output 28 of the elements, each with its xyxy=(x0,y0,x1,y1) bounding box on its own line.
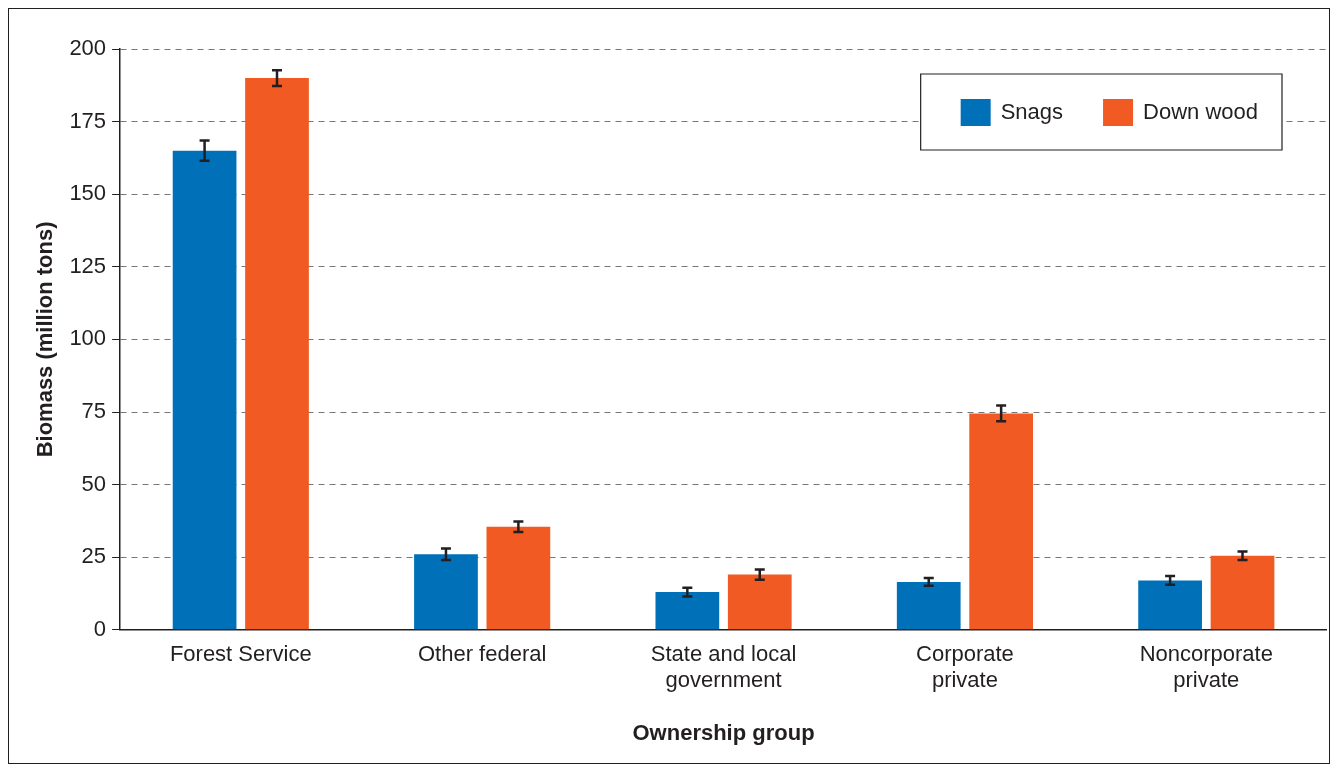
legend-label: Down wood xyxy=(1143,99,1258,125)
x-tick-label: Forest Service xyxy=(169,641,312,667)
bar xyxy=(1138,580,1202,630)
y-tick-label: 200 xyxy=(69,35,107,61)
legend-label: Snags xyxy=(1000,99,1064,125)
bar xyxy=(486,526,551,630)
bar xyxy=(414,554,478,630)
x-tick-label: State and local government xyxy=(650,641,797,693)
y-tick-label: 100 xyxy=(69,325,107,351)
bar xyxy=(727,574,792,630)
x-axis-title: Ownership group xyxy=(632,719,815,745)
x-tick-label: Corporate private xyxy=(916,641,1014,693)
y-tick-label: 50 xyxy=(81,470,107,496)
y-tick-label: 175 xyxy=(69,107,107,133)
y-tick-label: 75 xyxy=(81,398,107,424)
y-axis-title: Biomass (million tons) xyxy=(32,221,58,458)
y-tick-label: 125 xyxy=(69,252,107,278)
bar xyxy=(896,581,961,630)
y-tick-label: 150 xyxy=(69,180,107,206)
y-tick-label: 0 xyxy=(93,615,107,641)
y-tick-label: 25 xyxy=(81,543,107,569)
bar xyxy=(245,78,309,630)
bar xyxy=(1210,555,1275,630)
bar xyxy=(655,592,720,630)
bar xyxy=(969,413,1033,630)
x-tick-label: Other federal xyxy=(417,641,547,667)
x-tick-label: Noncorporate private xyxy=(1139,641,1273,693)
bar xyxy=(172,150,237,630)
